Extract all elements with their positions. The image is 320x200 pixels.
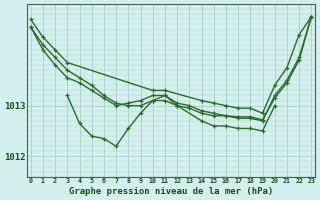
X-axis label: Graphe pression niveau de la mer (hPa): Graphe pression niveau de la mer (hPa) xyxy=(69,187,273,196)
